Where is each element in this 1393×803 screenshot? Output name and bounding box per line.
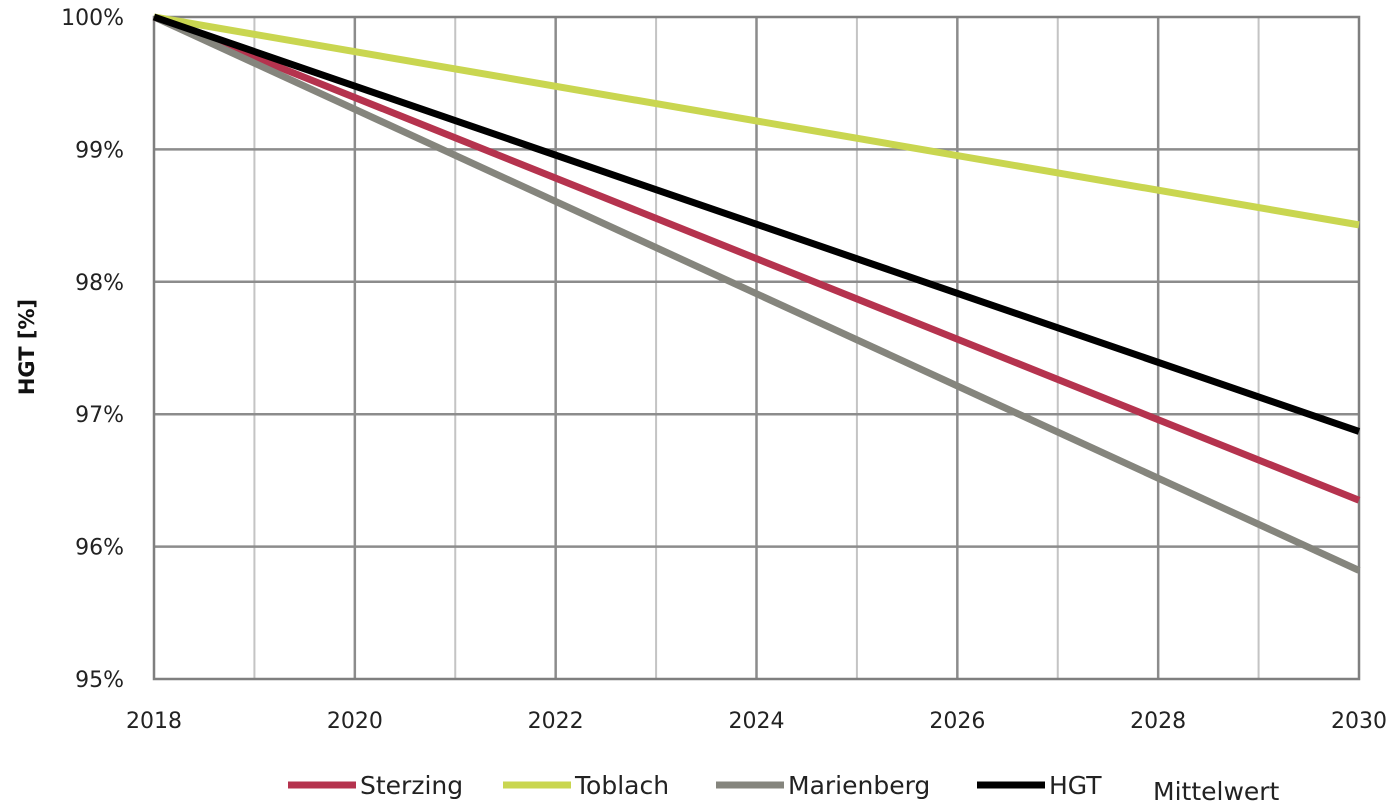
series-lines — [152, 13, 1361, 574]
legend-label-marienberg: Marienberg — [788, 771, 930, 800]
grid-minor — [253, 17, 1260, 679]
y-axis-title: HGT [%] — [15, 299, 39, 395]
series-line-toblach — [153, 13, 1360, 229]
legend-extra-text: Mittelwert — [1153, 777, 1280, 803]
legend-label-toblach: Toblach — [574, 771, 669, 800]
x-tick-label: 2018 — [126, 709, 182, 734]
y-tick-label: 100% — [61, 6, 124, 31]
y-tick-label: 99% — [75, 138, 124, 163]
legend-label-hgt: HGT — [1049, 771, 1102, 800]
y-tick-label: 95% — [75, 668, 124, 693]
x-tick-label: 2022 — [528, 709, 584, 734]
plot-frame — [152, 15, 1361, 681]
y-tick-label: 96% — [75, 536, 124, 561]
legend-label-sterzing: Sterzing — [360, 771, 463, 800]
series-line-marienberg — [152, 13, 1361, 574]
x-tick-label: 2030 — [1331, 709, 1387, 734]
series-line-hgt — [152, 13, 1361, 435]
x-tick-labels: 2018 2020 2022 2024 2026 2028 2030 — [126, 709, 1387, 734]
x-tick-label: 2020 — [327, 709, 383, 734]
series-line-sterzing — [152, 13, 1361, 504]
legend: Sterzing Toblach Marienberg HGT Mittelwert — [288, 771, 1280, 803]
x-tick-label: 2024 — [729, 709, 785, 734]
y-tick-labels: 95% 96% 97% 98% 99% 100% — [61, 6, 124, 693]
x-tick-label: 2028 — [1130, 709, 1186, 734]
grid-major — [154, 17, 1359, 679]
plot-border — [152, 15, 1361, 681]
x-tick-label: 2026 — [929, 709, 985, 734]
y-tick-label: 98% — [75, 271, 124, 296]
y-tick-label: 97% — [75, 403, 124, 428]
